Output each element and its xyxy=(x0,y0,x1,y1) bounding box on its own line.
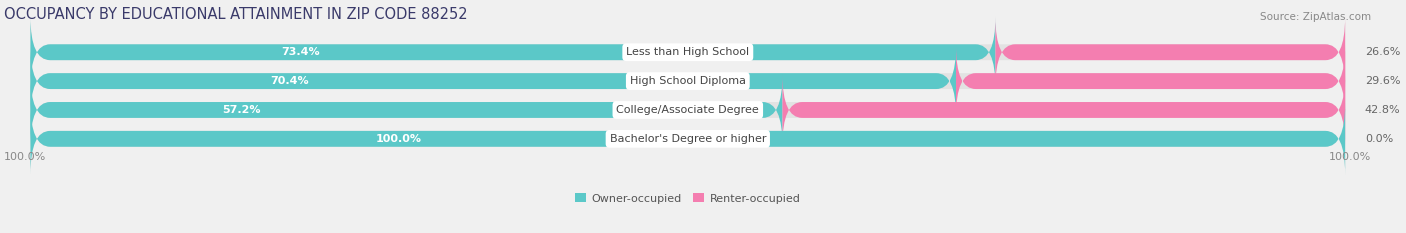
Text: 73.4%: 73.4% xyxy=(281,47,321,57)
Text: 42.8%: 42.8% xyxy=(1365,105,1400,115)
Text: High School Diploma: High School Diploma xyxy=(630,76,745,86)
FancyBboxPatch shape xyxy=(31,103,1346,174)
Text: 26.6%: 26.6% xyxy=(1365,47,1400,57)
FancyBboxPatch shape xyxy=(31,75,1346,145)
Text: College/Associate Degree: College/Associate Degree xyxy=(616,105,759,115)
Text: OCCUPANCY BY EDUCATIONAL ATTAINMENT IN ZIP CODE 88252: OCCUPANCY BY EDUCATIONAL ATTAINMENT IN Z… xyxy=(4,7,468,22)
Text: 70.4%: 70.4% xyxy=(270,76,309,86)
FancyBboxPatch shape xyxy=(783,75,1346,145)
Text: Bachelor's Degree or higher: Bachelor's Degree or higher xyxy=(610,134,766,144)
Text: 100.0%: 100.0% xyxy=(1329,152,1371,162)
FancyBboxPatch shape xyxy=(31,46,956,116)
Text: 57.2%: 57.2% xyxy=(222,105,260,115)
Text: Source: ZipAtlas.com: Source: ZipAtlas.com xyxy=(1260,12,1371,22)
FancyBboxPatch shape xyxy=(995,17,1346,88)
Text: 100.0%: 100.0% xyxy=(375,134,422,144)
Legend: Owner-occupied, Renter-occupied: Owner-occupied, Renter-occupied xyxy=(571,189,806,208)
FancyBboxPatch shape xyxy=(31,46,1346,116)
FancyBboxPatch shape xyxy=(31,103,1346,174)
FancyBboxPatch shape xyxy=(31,17,995,88)
FancyBboxPatch shape xyxy=(31,75,783,145)
Text: 100.0%: 100.0% xyxy=(4,152,46,162)
Text: 0.0%: 0.0% xyxy=(1365,134,1393,144)
Text: Less than High School: Less than High School xyxy=(626,47,749,57)
FancyBboxPatch shape xyxy=(956,46,1346,116)
Text: 29.6%: 29.6% xyxy=(1365,76,1400,86)
FancyBboxPatch shape xyxy=(31,17,1346,88)
